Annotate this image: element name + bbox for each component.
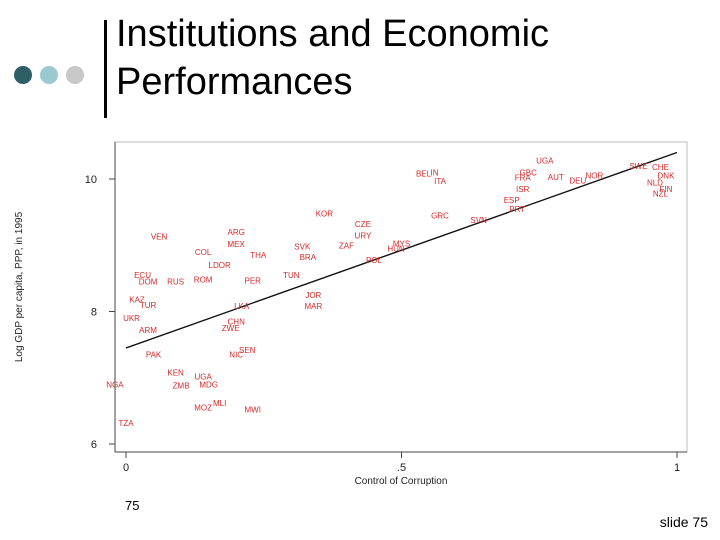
point-label: FRA <box>515 174 532 183</box>
point-label: ZMB <box>173 382 190 391</box>
point-label: MWI <box>245 406 261 415</box>
point-label: URY <box>355 231 372 240</box>
y-tick-label: 10 <box>85 174 97 186</box>
point-label: ARG <box>228 228 245 237</box>
point-label: ITA <box>434 177 447 186</box>
point-label: MOZ <box>194 404 212 413</box>
slide-number: 75 <box>125 498 140 513</box>
point-label: ARM <box>139 326 157 335</box>
point-label: HUN <box>387 245 405 254</box>
point-label: ESP <box>504 196 520 205</box>
point-label: BEL <box>416 170 432 179</box>
point-label: TZA <box>118 419 134 428</box>
slide-footer: slide 75 <box>659 514 708 530</box>
point-label: COL <box>195 248 212 257</box>
point-label: FIN <box>660 185 673 194</box>
point-label: MEX <box>228 240 246 249</box>
point-label: LKA <box>234 302 250 311</box>
point-label: DNK <box>658 172 676 181</box>
point-label: NIC <box>229 351 243 360</box>
point-label: SVK <box>294 243 311 252</box>
slide-title: Institutions and Economic Performances <box>116 10 549 106</box>
point-label: MLI <box>213 399 226 408</box>
point-label: AUT <box>548 173 564 182</box>
decorative-dot-light <box>40 66 58 84</box>
point-label: ZWE <box>222 324 240 333</box>
y-axis-label: Log GDP per capita, PPP, in 1995 <box>14 211 25 362</box>
point-label: SVN <box>470 216 487 225</box>
point-label: CZE <box>355 220 371 229</box>
point-label: TUR <box>140 301 157 310</box>
point-label: GRC <box>431 211 449 220</box>
point-label: NLD <box>647 178 663 187</box>
point-label: RUS <box>167 278 184 287</box>
point-label: JOR <box>305 291 321 300</box>
point-label: PRT <box>509 205 525 214</box>
point-label: ZAF <box>339 241 354 250</box>
point-label: KAZ <box>129 296 145 305</box>
point-label: NZL <box>653 190 669 199</box>
point-label: SEN <box>239 346 256 355</box>
slide-title-line1: Institutions and Economic <box>116 13 550 55</box>
point-label: CHN <box>228 317 246 326</box>
x-axis-label: Control of Corruption <box>355 476 448 487</box>
x-tick-label: 1 <box>674 462 680 474</box>
point-label: PER <box>245 276 262 285</box>
x-tick-label: 0 <box>123 462 129 474</box>
decorative-dot-dark <box>14 66 32 84</box>
point-label: BRA <box>300 253 317 262</box>
point-label: SWE <box>629 162 647 171</box>
y-tick-label: 8 <box>91 307 97 319</box>
point-label: ECU <box>134 271 151 280</box>
point-label: VEN <box>151 233 168 242</box>
point-label: IN <box>431 168 439 177</box>
decorative-dots <box>14 66 84 84</box>
point-label: MYS <box>393 239 410 248</box>
point-label: POL <box>366 256 383 265</box>
point-label: PAK <box>146 351 162 360</box>
point-label: TUN <box>283 271 300 280</box>
point-label: KEN <box>167 368 184 377</box>
point-label: MAR <box>304 302 322 311</box>
point-label: DOM <box>139 278 158 287</box>
point-label: NOR <box>585 172 603 181</box>
point-label: DEU <box>569 176 586 185</box>
title-divider <box>104 20 107 118</box>
point-label: NGA <box>106 380 124 389</box>
decorative-dot-gray <box>66 66 84 84</box>
point-label: UGA <box>194 372 212 381</box>
point-label: THA <box>250 251 267 260</box>
slide-title-line2: Performances <box>116 61 353 103</box>
point-label: ISR <box>516 185 530 194</box>
point-label: CHE <box>652 163 669 172</box>
scatter-chart: 6 8 10 0 .5 1 Control of Corruption Log GDP per… <box>14 141 688 487</box>
point-label: GBC <box>520 168 538 177</box>
point-label: KOR <box>316 209 334 218</box>
point-label: UGA <box>536 156 554 165</box>
y-tick-label: 6 <box>91 439 97 451</box>
x-tick-label: .5 <box>397 462 406 474</box>
point-label: MDG <box>199 380 218 389</box>
point-label: UKR <box>123 314 140 323</box>
fit-line <box>125 151 678 349</box>
point-label: ROM <box>194 276 213 285</box>
point-label: LDOR <box>209 261 231 270</box>
